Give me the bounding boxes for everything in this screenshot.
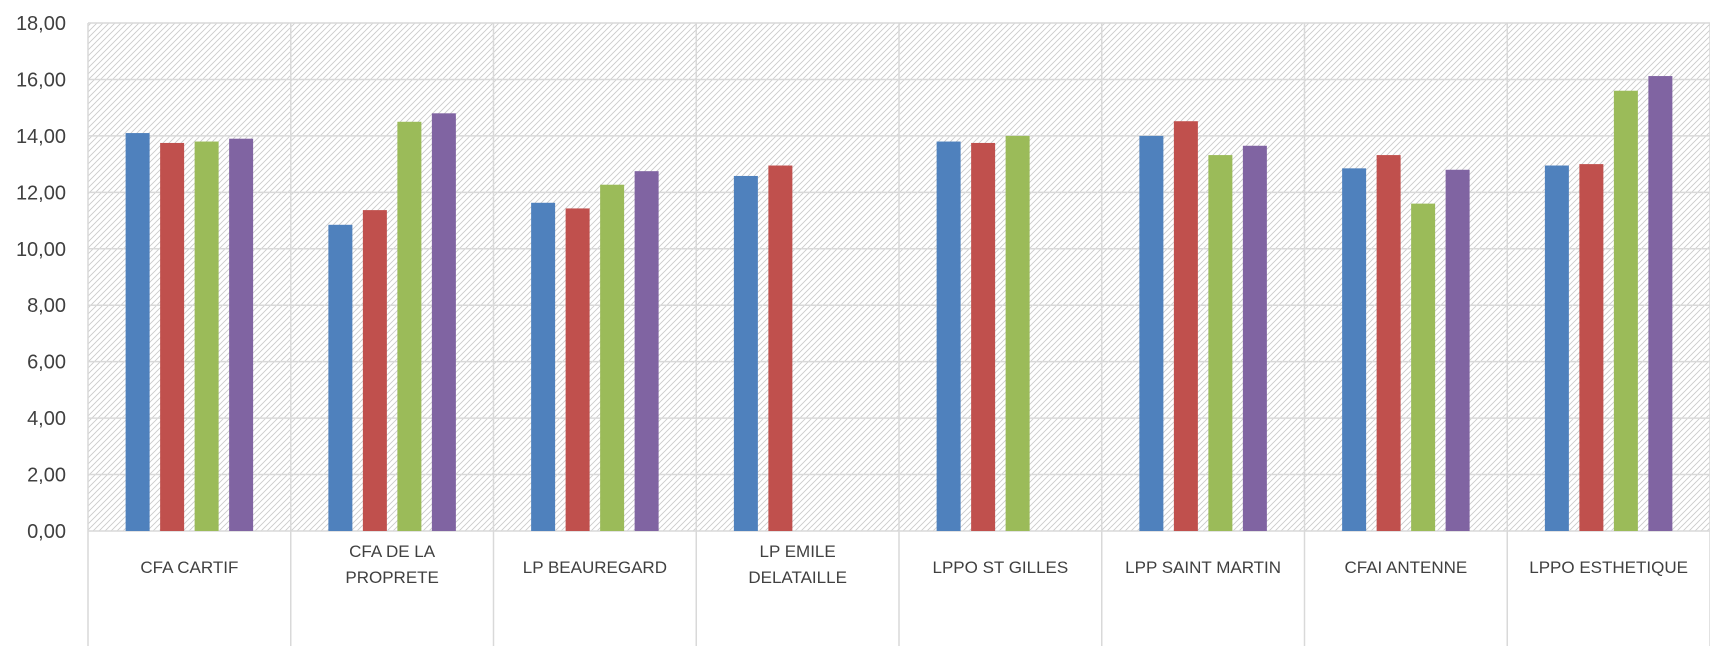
bar — [1208, 155, 1233, 531]
bar — [1376, 155, 1401, 531]
bar — [1242, 145, 1267, 531]
bar — [1648, 76, 1673, 532]
bar — [1445, 169, 1470, 531]
bar — [1005, 135, 1030, 531]
y-tick-label: 14,00 — [16, 126, 66, 148]
bar — [600, 184, 625, 532]
bar — [194, 141, 219, 532]
bar — [971, 142, 996, 531]
y-tick-label: 2,00 — [27, 465, 66, 487]
bar — [1411, 203, 1436, 531]
bar — [1544, 165, 1569, 531]
y-tick-label: 18,00 — [16, 13, 66, 35]
x-tick-label: LP EMILE DELATAILLE — [748, 542, 847, 587]
y-tick-label: 8,00 — [27, 295, 66, 317]
x-tick-label: CFAI ANTENNE — [1344, 558, 1467, 577]
bar — [328, 224, 353, 532]
bar — [733, 175, 758, 531]
bar — [1613, 90, 1638, 531]
bar — [768, 165, 793, 531]
x-tick-label: LPPO ESTHETIQUE — [1529, 558, 1688, 577]
bar — [397, 121, 422, 532]
y-tick-label: 10,00 — [16, 239, 66, 261]
bar — [1579, 164, 1604, 531]
bar — [634, 171, 659, 531]
y-tick-label: 4,00 — [27, 408, 66, 430]
y-tick-label: 16,00 — [16, 69, 66, 91]
bar — [1173, 121, 1198, 532]
bar — [362, 210, 387, 531]
bar — [531, 202, 556, 531]
y-tick-label: 0,00 — [27, 521, 66, 543]
x-tick-label: LP BEAUREGARD — [523, 558, 667, 577]
y-tick-label: 12,00 — [16, 182, 66, 204]
x-tick-label: CFA CARTIF — [140, 558, 238, 577]
bar — [565, 208, 590, 532]
bar — [229, 138, 254, 531]
bar — [1139, 135, 1164, 531]
x-tick-label: CFA DE LA PROPRETE — [345, 542, 439, 587]
x-tick-label: LPP SAINT MARTIN — [1125, 558, 1281, 577]
bar — [125, 133, 150, 532]
bar — [431, 113, 456, 532]
bar — [160, 142, 185, 531]
bar — [936, 141, 961, 532]
x-tick-label: LPPO ST GILLES — [932, 558, 1068, 577]
bar — [1342, 168, 1367, 531]
y-tick-label: 6,00 — [27, 352, 66, 374]
